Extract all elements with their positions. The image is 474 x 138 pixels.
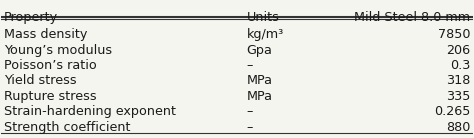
Text: Young’s modulus: Young’s modulus <box>4 44 112 57</box>
Text: 318: 318 <box>446 74 470 87</box>
Text: Yield stress: Yield stress <box>4 74 76 87</box>
Text: kg/m³: kg/m³ <box>246 28 283 41</box>
Text: 335: 335 <box>446 90 470 103</box>
Text: Mass density: Mass density <box>4 28 87 41</box>
Text: MPa: MPa <box>246 90 273 103</box>
Text: Poisson’s ratio: Poisson’s ratio <box>4 59 97 72</box>
Text: 0.3: 0.3 <box>450 59 470 72</box>
Text: 7850: 7850 <box>438 28 470 41</box>
Text: Rupture stress: Rupture stress <box>4 90 96 103</box>
Text: –: – <box>246 105 253 118</box>
Text: Gpa: Gpa <box>246 44 272 57</box>
Text: Property: Property <box>4 11 58 24</box>
Text: 0.265: 0.265 <box>434 105 470 118</box>
Text: Units: Units <box>246 11 279 24</box>
Text: MPa: MPa <box>246 74 273 87</box>
Text: 206: 206 <box>446 44 470 57</box>
Text: Strain-hardening exponent: Strain-hardening exponent <box>4 105 176 118</box>
Text: –: – <box>246 121 253 134</box>
Text: 880: 880 <box>446 121 470 134</box>
Text: –: – <box>246 59 253 72</box>
Text: Mild Steel 8.0 mm: Mild Steel 8.0 mm <box>354 11 470 24</box>
Text: Strength coefficient: Strength coefficient <box>4 121 130 134</box>
